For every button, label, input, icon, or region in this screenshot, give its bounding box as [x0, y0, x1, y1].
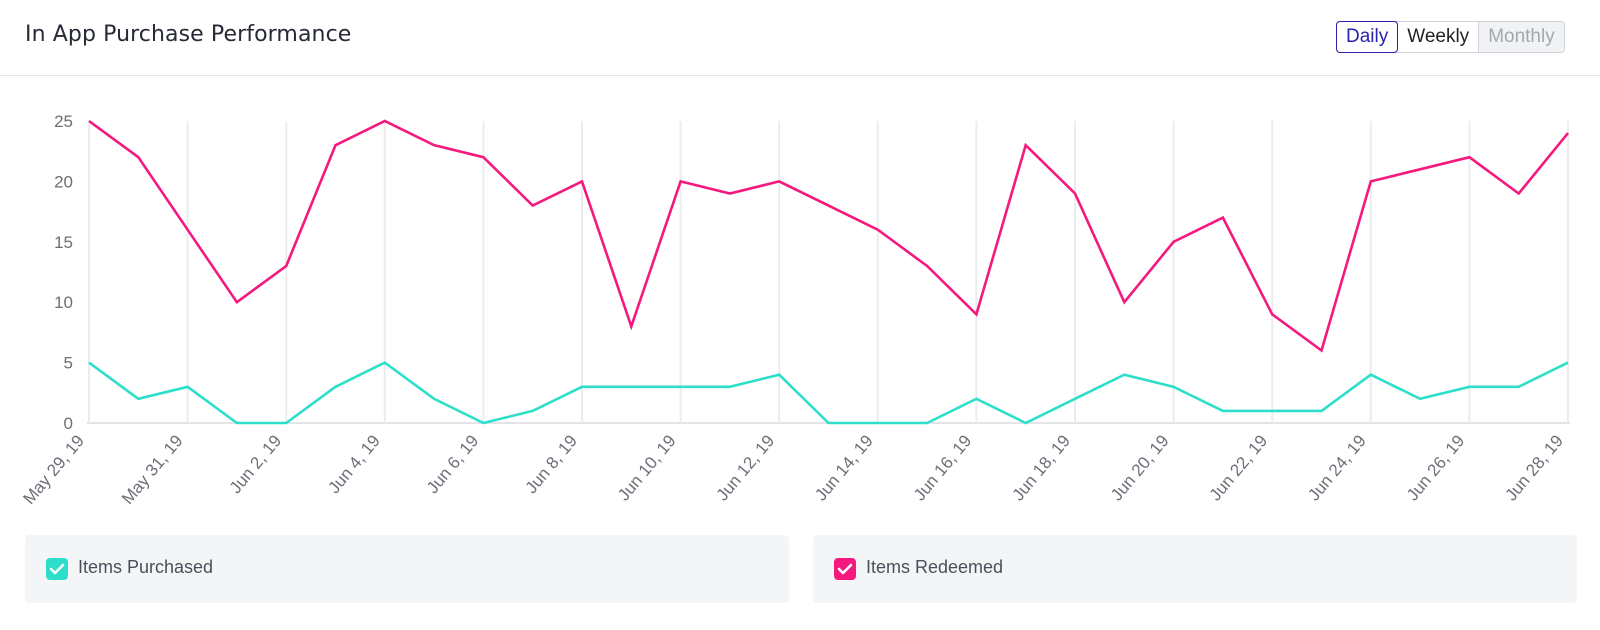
x-tick-label: Jun 6, 19 [423, 431, 483, 497]
checkbox-checked-icon[interactable] [834, 558, 856, 580]
panel-header: In App Purchase Performance Daily Weekly… [0, 0, 1600, 76]
y-tick-label: 0 [64, 414, 73, 433]
x-tick-label: Jun 16, 19 [910, 431, 976, 504]
x-tick-label: Jun 28, 19 [1501, 431, 1567, 504]
chart-grid [87, 121, 1570, 424]
weekly-button[interactable]: Weekly [1398, 22, 1479, 52]
y-tick-label: 20 [54, 172, 73, 191]
x-tick-label: Jun 22, 19 [1206, 431, 1272, 504]
legend-label: Items Redeemed [866, 557, 1004, 577]
x-tick-label: Jun 12, 19 [713, 431, 779, 504]
legend-item-items-redeemed[interactable]: Items Redeemed [813, 535, 1577, 603]
y-tick-label: 15 [54, 233, 73, 252]
x-tick-label: Jun 24, 19 [1304, 431, 1370, 504]
x-tick-label: Jun 8, 19 [522, 431, 582, 497]
line-chart: 0 5 10 15 20 25 May 29, 19 May 31, 19 Jun 2, 19… [19, 112, 1570, 508]
period-toggle: Daily Weekly Monthly [1336, 21, 1565, 53]
y-tick-label: 10 [54, 293, 73, 312]
x-tick-label: Jun 4, 19 [324, 431, 384, 497]
x-tick-label: Jun 18, 19 [1008, 431, 1074, 504]
x-tick-label: Jun 14, 19 [811, 431, 877, 504]
x-tick-label: Jun 10, 19 [614, 431, 680, 504]
y-tick-label: 5 [64, 354, 73, 373]
series-line-items-purchased [88, 361, 1569, 425]
x-tick-label: May 31, 19 [118, 431, 187, 508]
series-lines [88, 119, 1570, 425]
x-tick-label: Jun 26, 19 [1403, 431, 1469, 504]
x-tick-label: Jun 20, 19 [1107, 431, 1173, 504]
checkbox-checked-icon[interactable] [46, 558, 68, 580]
page-title: In App Purchase Performance [25, 22, 352, 47]
series-line-items-redeemed [88, 119, 1570, 353]
monthly-button: Monthly [1478, 22, 1564, 52]
daily-button[interactable]: Daily [1336, 21, 1399, 53]
x-axis: May 29, 19 May 31, 19 Jun 2, 19 Jun 4, 19 Ju… [19, 431, 1567, 508]
y-tick-label: 25 [54, 112, 73, 131]
legend-item-items-purchased[interactable]: Items Purchased [25, 535, 789, 603]
y-axis: 0 5 10 15 20 25 [54, 112, 73, 433]
x-tick-label: Jun 2, 19 [226, 431, 286, 497]
x-tick-label: May 29, 19 [19, 431, 88, 508]
legend-label: Items Purchased [78, 557, 214, 577]
